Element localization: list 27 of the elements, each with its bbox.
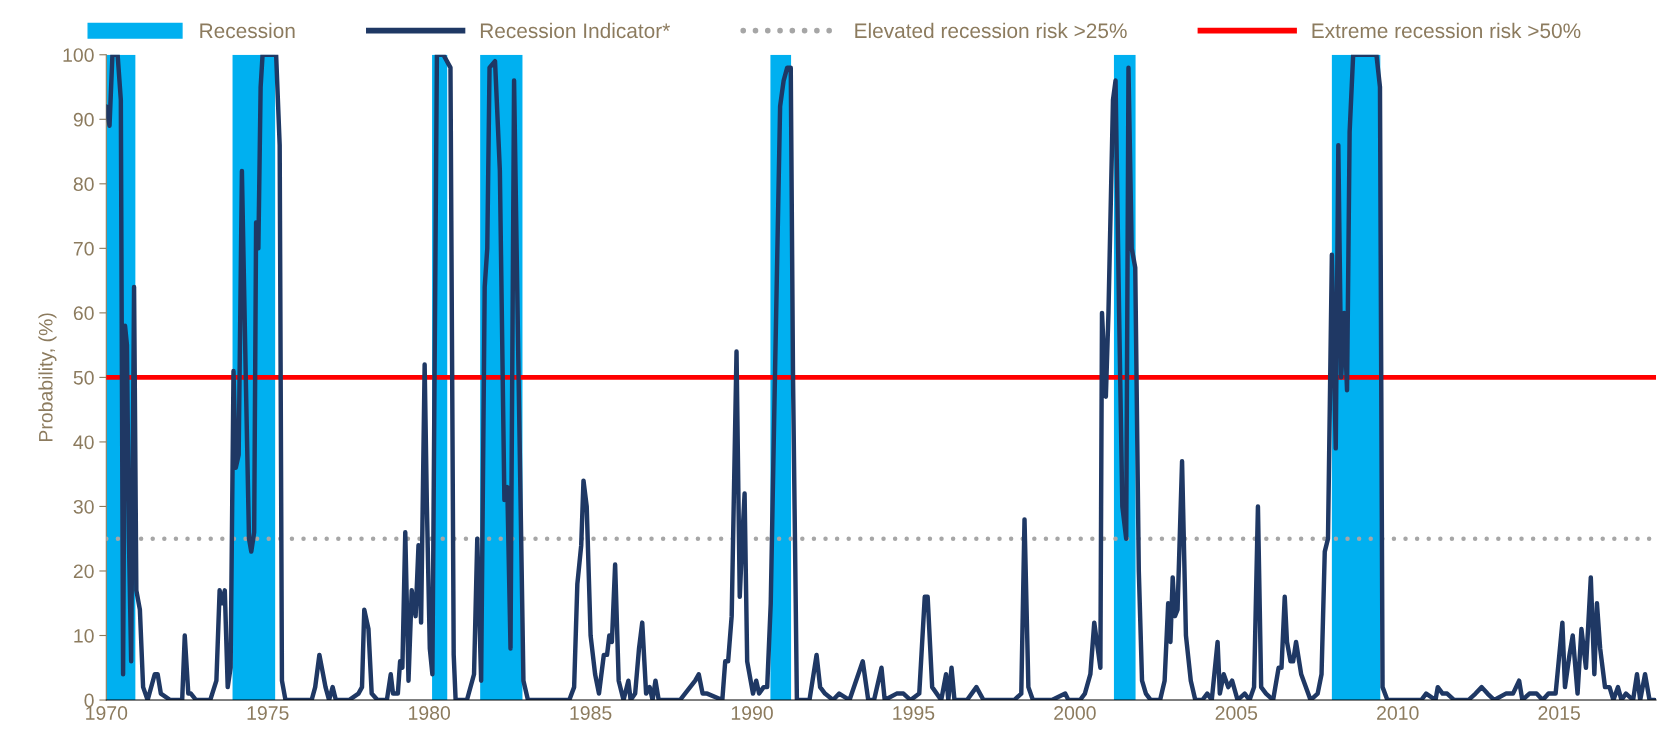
x-tick-label: 1970 (86, 706, 128, 720)
x-tick-label: 1995 (893, 706, 935, 720)
y-tick-label: 90 (73, 112, 94, 127)
x-tick-label: 1980 (409, 706, 451, 720)
y-tick-label: 100 (63, 48, 94, 62)
x-tick-label: 2000 (1054, 706, 1096, 720)
y-tick-label: 0 (84, 693, 94, 708)
y-tick-label: 40 (73, 435, 94, 450)
y-tick-label: 20 (73, 564, 94, 579)
x-tick-label: 1990 (731, 706, 773, 720)
x-tick-label: 1985 (570, 706, 612, 720)
x-tick-label: 2010 (1377, 706, 1419, 720)
legend-label: Recession Indicator* (480, 22, 670, 39)
line-series (106, 54, 1657, 701)
x-tick-label: 2015 (1538, 706, 1580, 720)
y-tick-label: 10 (74, 628, 94, 643)
x-tick-label: 2005 (1215, 706, 1258, 720)
legend-label: Recession (200, 22, 295, 39)
legend-label: Elevated recession risk >25% (855, 22, 1127, 39)
y-tick-label: 30 (73, 499, 94, 514)
y-tick-label: 70 (73, 241, 94, 256)
y-axis-title: Probability, (%) (38, 313, 57, 441)
y-tick-label: 60 (73, 306, 94, 321)
y-tick-label: 50 (73, 370, 94, 385)
x-tick-label: 1975 (247, 706, 289, 720)
y-tick-label: 80 (73, 177, 94, 192)
legend-label: Extreme recession risk >50% (1312, 22, 1581, 39)
